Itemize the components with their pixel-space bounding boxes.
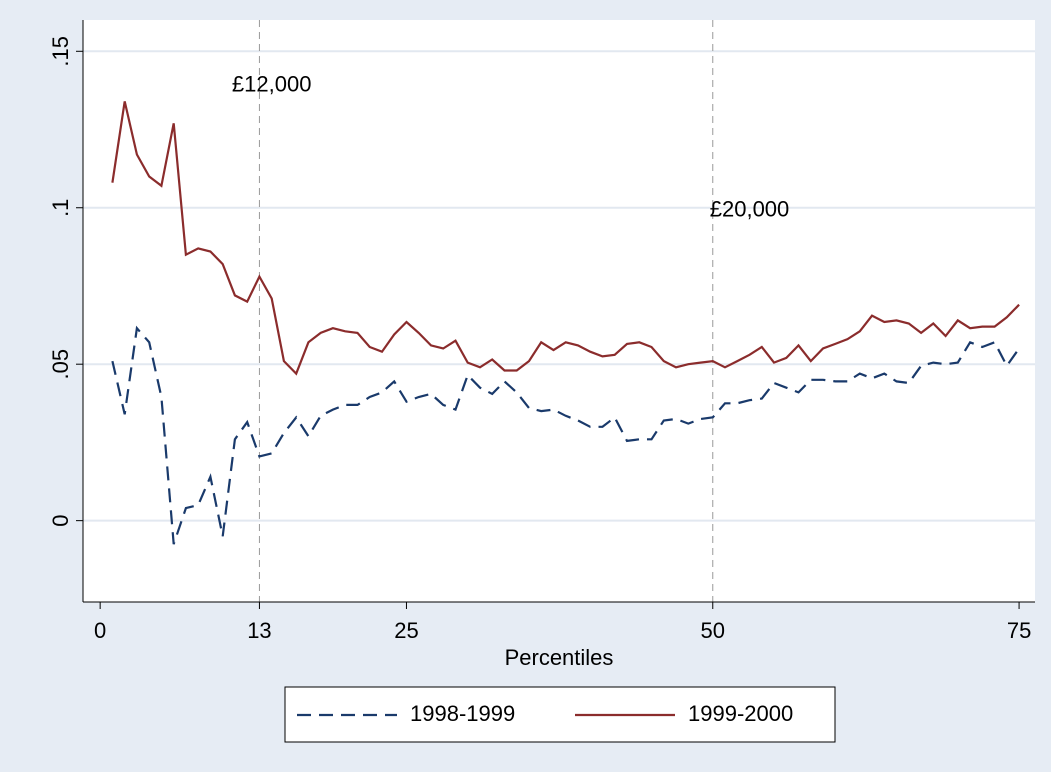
x-tick-label: 25 [394,618,418,643]
plot-area [83,20,1035,602]
y-tick-label: .15 [48,36,73,67]
x-tick-label: 13 [247,618,271,643]
y-tick-label: 0 [48,515,73,527]
series-line [111,325,1020,545]
x-tick-label: 75 [1007,618,1031,643]
annotation: £12,000 [232,72,312,97]
x-tick-label: 0 [94,618,106,643]
annotation: £20,000 [710,197,790,222]
x-axis-title: Percentiles [505,645,614,670]
legend-label: 1998-1999 [410,701,515,726]
series-line [111,101,1020,376]
y-tick-label: .1 [48,199,73,217]
y-tick-label: .05 [48,349,73,380]
legend-label: 1999-2000 [688,701,793,726]
x-tick-label: 50 [701,618,725,643]
